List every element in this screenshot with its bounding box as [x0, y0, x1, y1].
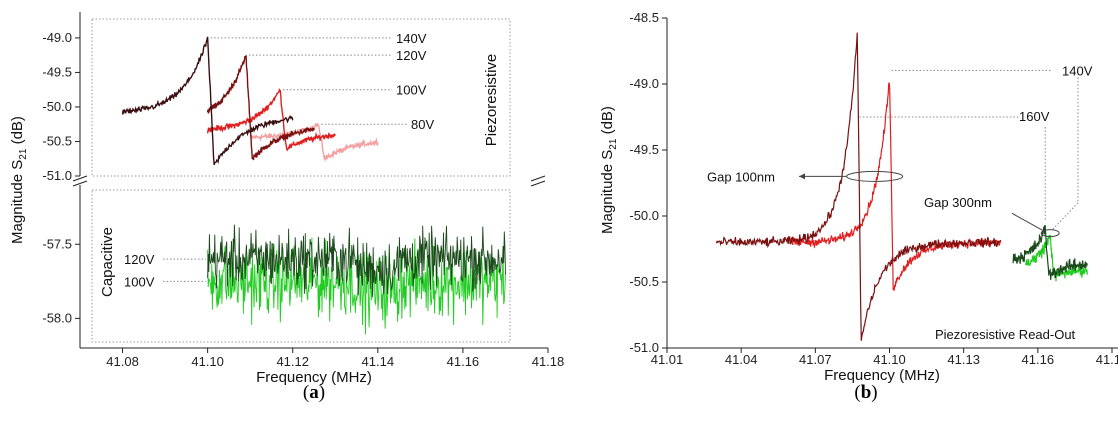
gap-300nm-ellipse — [1040, 229, 1060, 238]
a-series-label: 120V — [396, 48, 427, 63]
axis-break-left — [72, 175, 88, 187]
panel-a-label: (a) — [303, 382, 325, 403]
a-y-tick-label: -50.5 — [42, 133, 72, 148]
a-y-axis-label-main: Magnitude S — [9, 160, 26, 244]
a-series-120V-cap-line — [207, 224, 506, 297]
a-y-tick-label: -49.0 — [42, 30, 72, 45]
b-x-tick-label: 41.10 — [873, 352, 906, 367]
gap-100nm-label: Gap 100nm — [707, 169, 775, 184]
panel-b-label: (b) — [854, 382, 877, 403]
capacitive-label: Capacitive — [99, 227, 116, 297]
a-x-tick-label: 41.10 — [191, 354, 224, 369]
b-leader-line-140v-300nm-diag — [1051, 202, 1079, 231]
a-x-tick-label: 41.12 — [276, 354, 309, 369]
a-y-tick-label: -57.5 — [42, 236, 72, 251]
b-x-tick-label: 41.13 — [947, 352, 980, 367]
a-y-tick-label: -50.0 — [42, 99, 72, 114]
panel-b-chart: 41.01 41.04 41.07 41.10 41.13 41.16 41.19 -48.… — [599, 10, 1118, 403]
a-y-tick-label: -51.0 — [42, 168, 72, 183]
a-x-tick-label: 41.08 — [106, 354, 139, 369]
a-y-tick-label: -49.5 — [42, 64, 72, 79]
panel-a-chart: 41.08 41.10 41.12 41.14 41.16 41.18 -49.0 -49.… — [9, 12, 564, 403]
gap-300nm-label: Gap 300nm — [924, 195, 992, 210]
b-series-140V-100nm-line — [790, 82, 1002, 292]
capacitive-inset-box — [91, 189, 511, 343]
b-y-tick-label: -50.0 — [629, 208, 659, 223]
a-y-axis-label-unit: (dB) — [9, 116, 26, 149]
b-y-tick-label: -50.5 — [629, 274, 659, 289]
a-series-120V-line — [206, 54, 315, 161]
a-series-140V-line — [121, 36, 294, 166]
b-y-axis-label-sub: 21 — [608, 138, 619, 150]
b-x-tick-label: 41.16 — [1022, 352, 1055, 367]
a-y-axis-label-sub: 21 — [18, 148, 29, 160]
b-y-tick-label: -51.0 — [629, 340, 659, 355]
b-series-140V-300nm-line — [1024, 234, 1088, 282]
gap-100nm-ellipse — [846, 170, 904, 182]
b-x-tick-label: 41.07 — [799, 352, 832, 367]
a-series-100V-line — [206, 87, 336, 152]
a-x-tick-label: 41.18 — [532, 354, 565, 369]
piezoresistive-label: Piezoresistive — [483, 54, 500, 147]
gap-100nm-arrowhead — [799, 173, 805, 180]
a-series-label: 140V — [396, 31, 427, 46]
b-y-tick-label: -49.0 — [629, 76, 659, 91]
a-y-tick-label: -58.0 — [42, 310, 72, 325]
b-x-tick-label: 41.04 — [725, 352, 758, 367]
gap-300nm-arrow — [1011, 212, 1045, 232]
b-series-label-140v: 140V — [1062, 63, 1093, 78]
b-series-160V-100nm-line — [715, 32, 1002, 341]
a-x-tick-label: 41.14 — [362, 354, 395, 369]
axis-break-right — [530, 175, 546, 187]
a-x-axis-label: Frequency (MHz) — [256, 369, 372, 386]
b-series-label-160v: 160V — [1019, 109, 1050, 124]
b-y-tick-label: -49.5 — [629, 142, 659, 157]
read-out-annotation: Piezoresistive Read-Out — [935, 327, 1076, 342]
a-cap-series-label: 120V — [124, 252, 155, 267]
b-y-axis-label-main: Magnitude S — [599, 150, 616, 234]
a-y-axis-label: Magnitude S21 (dB) — [9, 116, 29, 244]
b-y-tick-label: -48.5 — [629, 10, 659, 25]
b-x-tick-label: 41.01 — [651, 352, 684, 367]
b-y-axis-label: Magnitude S21 (dB) — [599, 106, 619, 234]
piezoresistive-inset-box — [91, 18, 511, 177]
a-cap-series-label: 100V — [124, 274, 155, 289]
b-x-axis-label: Frequency (MHz) — [824, 367, 940, 384]
b-series-160V-300nm-line — [1012, 225, 1088, 280]
a-series-label: 100V — [396, 83, 427, 98]
a-x-tick-label: 41.16 — [447, 354, 480, 369]
b-x-tick-label: 41.19 — [1096, 352, 1118, 367]
b-y-axis-label-unit: (dB) — [599, 106, 616, 139]
a-series-80V-line — [249, 122, 379, 162]
a-series-label: 80V — [411, 117, 434, 132]
